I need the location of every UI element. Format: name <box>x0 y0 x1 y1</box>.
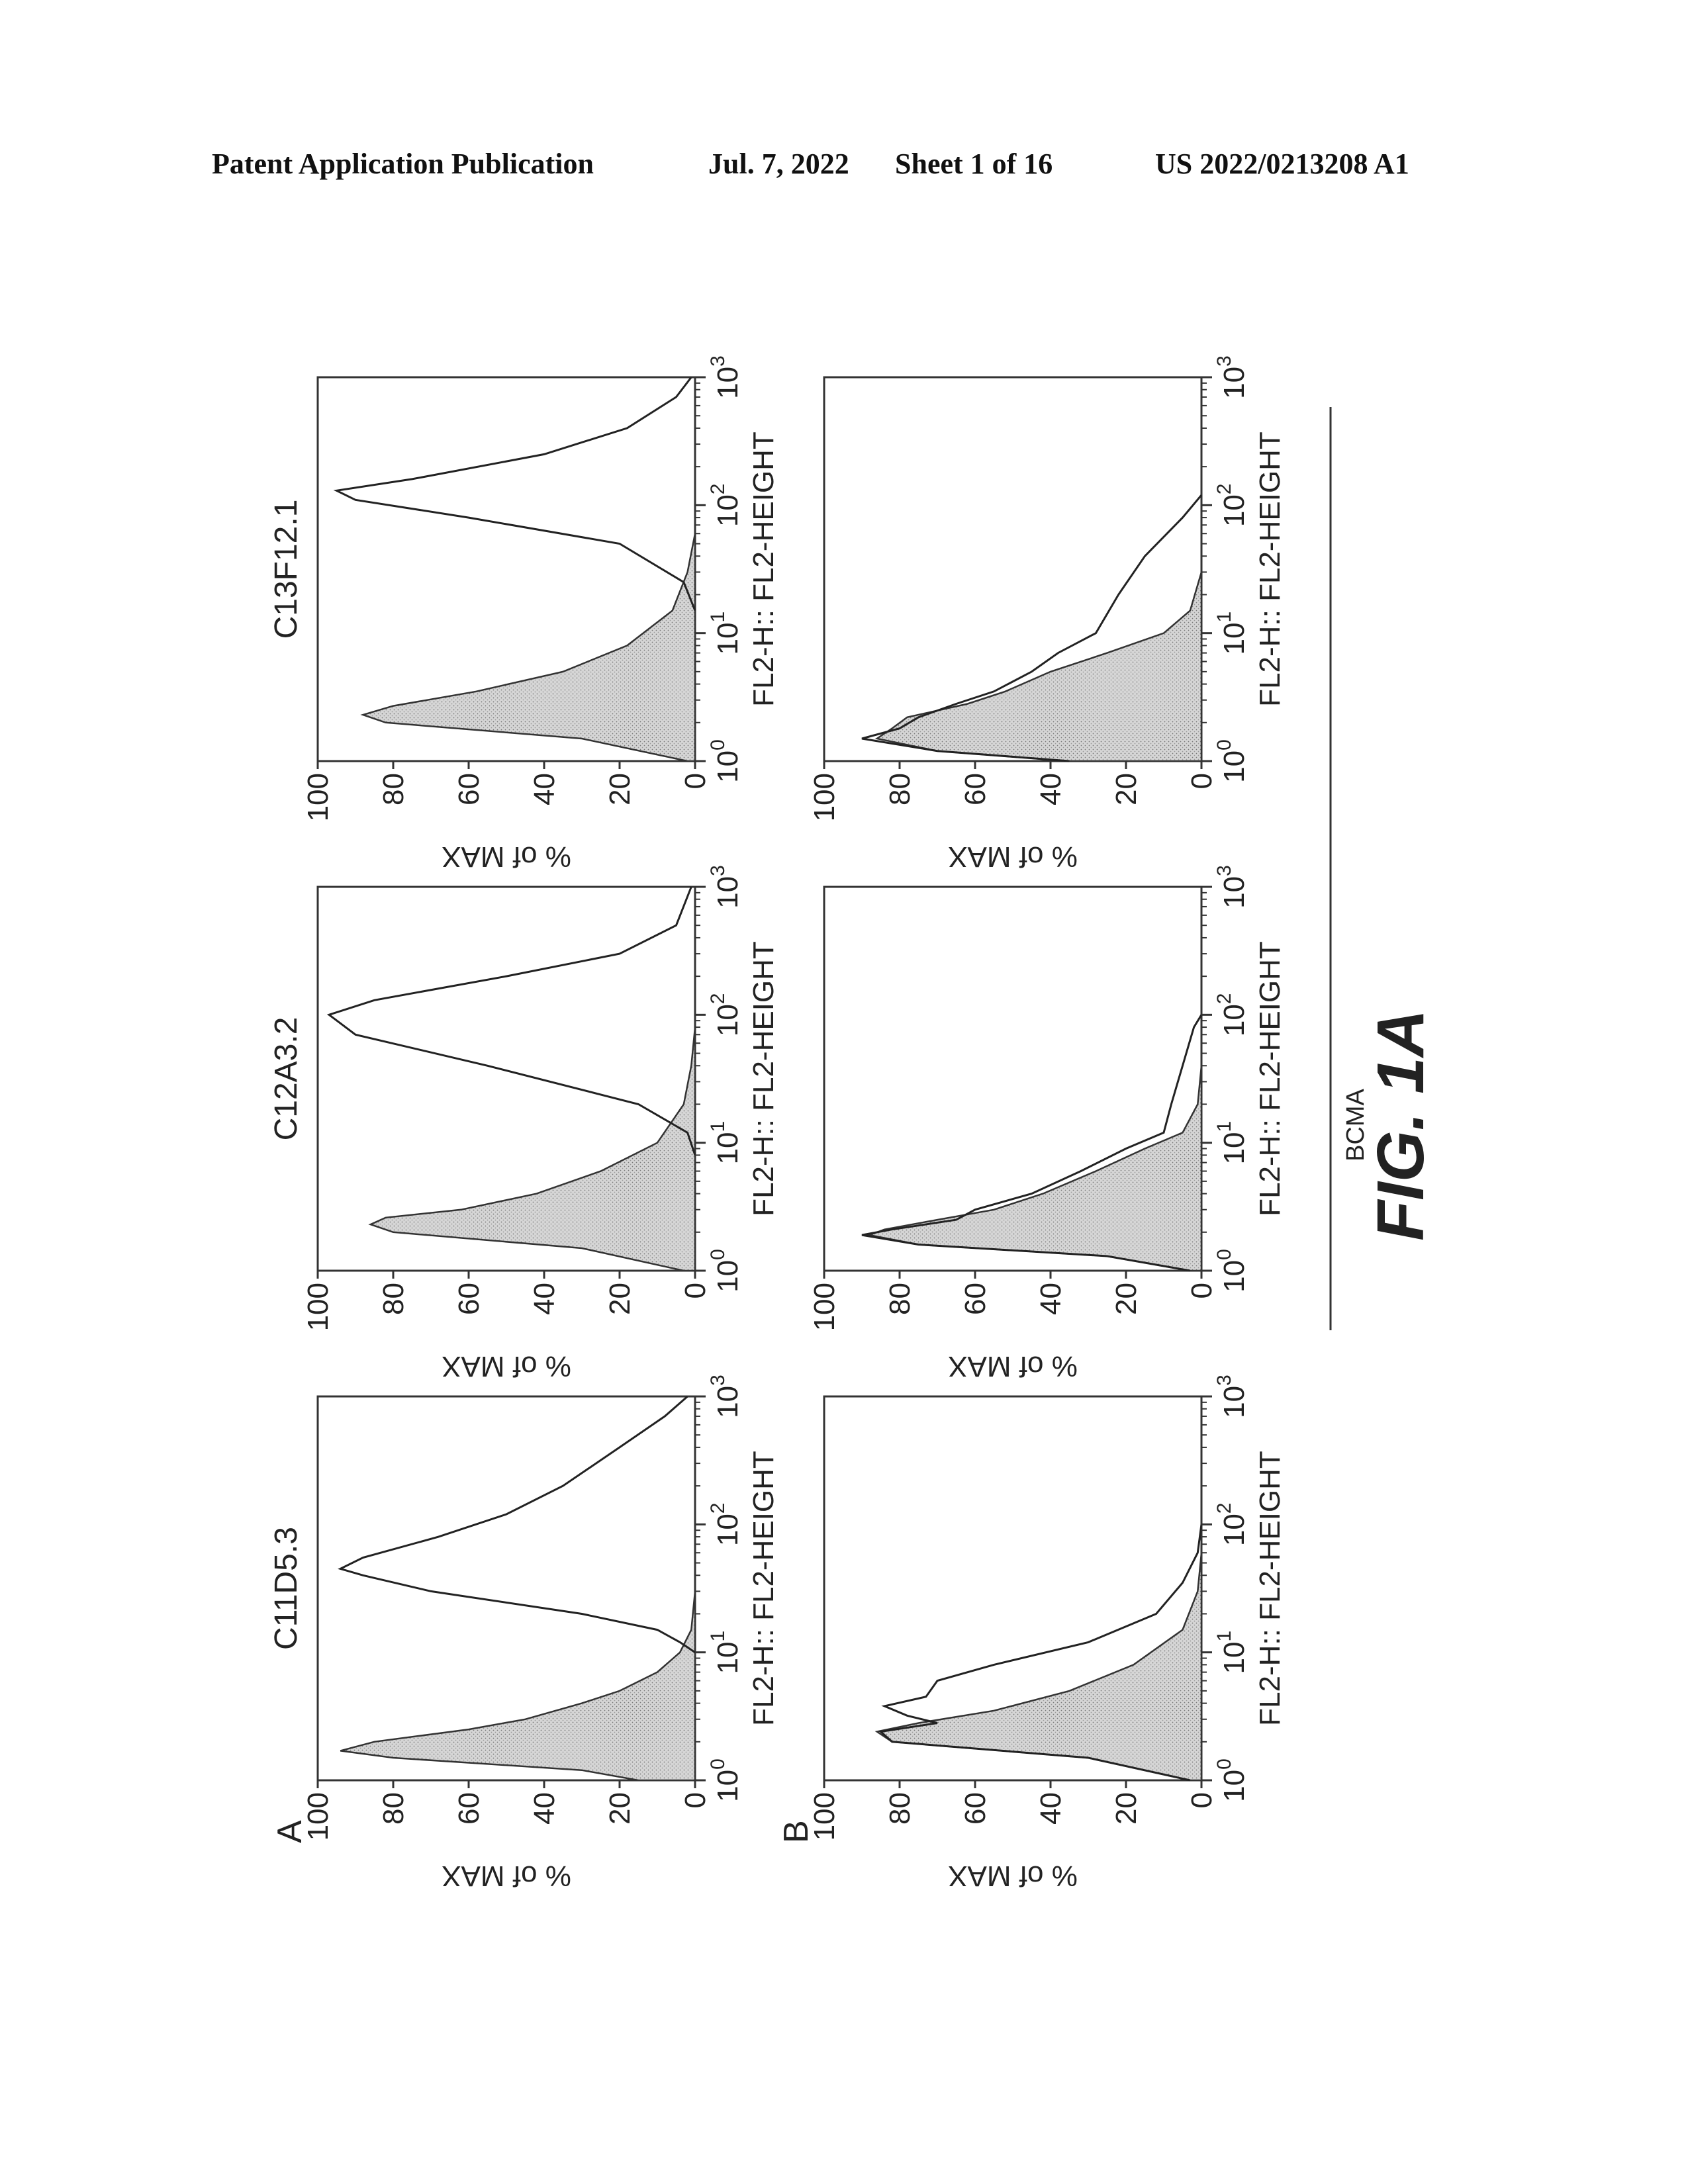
y-tick-label: 60 <box>453 1283 485 1315</box>
y-tick-label: 100 <box>808 1283 841 1331</box>
x-tick-label: 100 <box>1213 1758 1250 1802</box>
y-tick-label: 20 <box>604 1283 636 1315</box>
y-tick-label: 0 <box>1186 1792 1218 1808</box>
x-tick-label: 102 <box>1213 993 1250 1037</box>
histogram-panel-5: 020406080100100101102103FL2-H:: FL2-HEIG… <box>808 865 1286 1383</box>
x-tick-label: 101 <box>1213 612 1250 655</box>
y-tick-label: 20 <box>1110 1283 1143 1315</box>
row-label-b: B <box>777 1820 816 1843</box>
y-axis-label: % of MAX <box>948 1350 1078 1383</box>
y-tick-label: 80 <box>377 1792 410 1825</box>
x-tick-label: 101 <box>707 612 744 655</box>
x-tick-label: 103 <box>1213 1375 1250 1418</box>
histogram-outline-series <box>340 1396 695 1653</box>
histogram-panels: 020406080100100101102103FL2-H:: FL2-HEIG… <box>269 355 1286 1892</box>
y-tick-label: 80 <box>377 773 410 805</box>
x-tick-label: 103 <box>1213 865 1250 909</box>
histogram-outline-series <box>337 377 696 611</box>
x-tick-label: 102 <box>1213 1503 1250 1547</box>
x-tick-label: 102 <box>1213 484 1250 527</box>
y-tick-label: 80 <box>884 1792 916 1825</box>
histogram-outline-series <box>329 887 695 1155</box>
x-tick-label: 100 <box>1213 739 1250 783</box>
histogram-panel-6: 020406080100100101102103FL2-H:: FL2-HEIG… <box>808 355 1286 873</box>
y-tick-label: 80 <box>884 773 916 805</box>
y-tick-label: 20 <box>1110 1792 1143 1825</box>
histogram-filled-series <box>877 1553 1201 1780</box>
y-tick-label: 60 <box>959 1792 992 1825</box>
histogram-filled-series <box>371 1027 695 1271</box>
y-tick-label: 40 <box>528 1792 561 1825</box>
histogram-panel-3: 020406080100100101102103FL2-H:: FL2-HEIG… <box>269 355 780 873</box>
figure-label: FIG. 1A <box>1364 1009 1438 1241</box>
y-tick-label: 40 <box>1035 773 1067 805</box>
y-tick-label: 40 <box>528 773 561 805</box>
panel-title: C12A3.2 <box>269 1017 304 1141</box>
x-tick-label: 101 <box>1213 1121 1250 1165</box>
x-tick-label: 103 <box>707 1375 744 1418</box>
x-axis-label: FL2-H:: FL2-HEIGHT <box>747 432 780 707</box>
y-tick-label: 100 <box>808 773 841 821</box>
x-axis-label: FL2-H:: FL2-HEIGHT <box>1254 432 1286 707</box>
panel-title: C11D5.3 <box>269 1527 304 1650</box>
histogram-panel-4: 020406080100100101102103FL2-H:: FL2-HEIG… <box>808 1375 1286 1892</box>
y-axis-label: % of MAX <box>442 841 571 873</box>
x-tick-label: 101 <box>1213 1631 1250 1674</box>
x-axis-label: FL2-H:: FL2-HEIGHT <box>1254 1451 1286 1726</box>
x-axis-label: FL2-H:: FL2-HEIGHT <box>1254 941 1286 1216</box>
y-axis-label: % of MAX <box>948 1860 1078 1892</box>
histogram-panel-1: 020406080100100101102103FL2-H:: FL2-HEIG… <box>269 1375 780 1892</box>
x-tick-label: 102 <box>707 484 744 527</box>
x-tick-label: 102 <box>707 1503 744 1547</box>
x-tick-label: 100 <box>707 739 744 783</box>
y-tick-label: 0 <box>1186 773 1218 789</box>
row-label-a: A <box>271 1820 309 1843</box>
y-tick-label: 40 <box>528 1283 561 1315</box>
y-tick-label: 40 <box>1035 1283 1067 1315</box>
x-tick-label: 103 <box>707 355 744 399</box>
y-axis-label: % of MAX <box>948 841 1078 873</box>
y-tick-label: 0 <box>1186 1283 1218 1298</box>
x-tick-label: 103 <box>1213 355 1250 399</box>
y-tick-label: 100 <box>302 1283 334 1331</box>
y-tick-label: 0 <box>679 1792 712 1808</box>
y-tick-label: 60 <box>453 1792 485 1825</box>
x-tick-label: 100 <box>707 1758 744 1802</box>
y-tick-label: 100 <box>302 773 334 821</box>
histogram-filled-series <box>869 1066 1201 1271</box>
x-tick-label: 100 <box>707 1249 744 1293</box>
panel-title: C13F12.1 <box>269 500 304 639</box>
x-axis-label: FL2-H:: FL2-HEIGHT <box>747 1451 780 1726</box>
x-tick-label: 103 <box>707 865 744 909</box>
histogram-filled-series <box>340 1591 695 1780</box>
y-tick-label: 0 <box>679 1283 712 1298</box>
y-tick-label: 20 <box>604 1792 636 1825</box>
histogram-filled-series <box>363 533 695 761</box>
y-tick-label: 20 <box>1110 773 1143 805</box>
x-tick-label: 102 <box>707 993 744 1037</box>
y-tick-label: 40 <box>1035 1792 1067 1825</box>
x-tick-label: 100 <box>1213 1249 1250 1293</box>
y-tick-label: 80 <box>884 1283 916 1315</box>
histogram-panel-2: 020406080100100101102103FL2-H:: FL2-HEIG… <box>269 865 780 1383</box>
y-tick-label: 60 <box>959 773 992 805</box>
y-tick-label: 80 <box>377 1283 410 1315</box>
x-tick-label: 101 <box>707 1121 744 1165</box>
y-axis-label: % of MAX <box>442 1350 571 1383</box>
y-axis-label: % of MAX <box>442 1860 571 1892</box>
x-axis-label: FL2-H:: FL2-HEIGHT <box>747 941 780 1216</box>
y-tick-label: 60 <box>959 1283 992 1315</box>
x-tick-label: 101 <box>707 1631 744 1674</box>
y-tick-label: 20 <box>604 773 636 805</box>
y-tick-label: 0 <box>679 773 712 789</box>
y-tick-label: 60 <box>453 773 485 805</box>
